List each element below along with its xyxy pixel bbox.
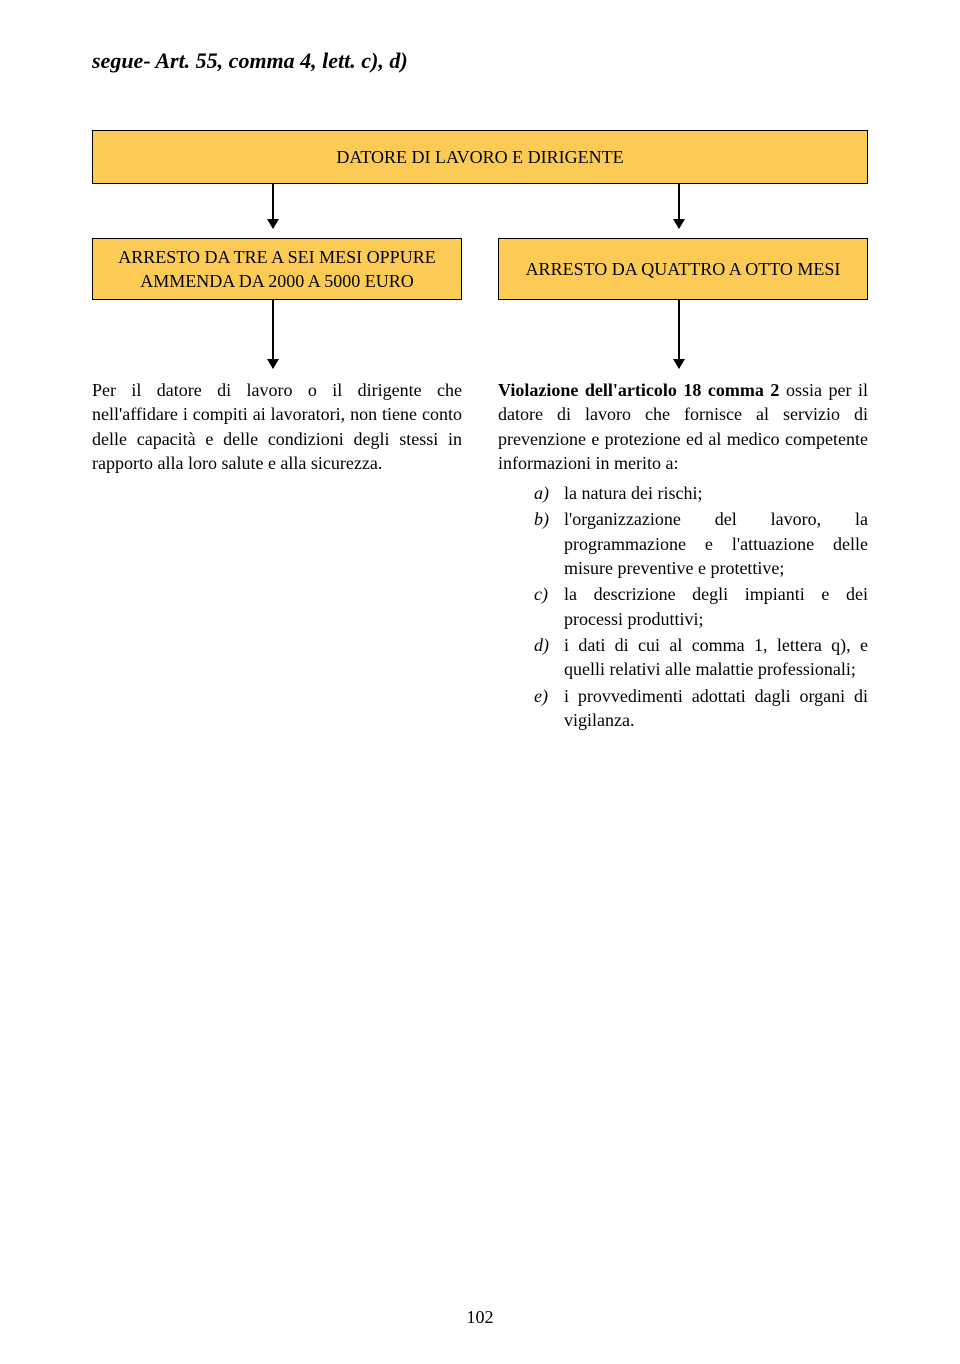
penalty-box-right: ARRESTO DA QUATTRO A OTTO MESI <box>498 238 868 300</box>
list-item-text: la descrizione degli impianti e dei proc… <box>564 582 868 631</box>
list-item-label: a) <box>534 481 564 505</box>
list-item-text: i dati di cui al comma 1, lettera q), e … <box>564 633 868 682</box>
arrow-down-left-2 <box>272 300 274 368</box>
list-item-label: d) <box>534 633 564 682</box>
left-desc-text: Per il datore di lavoro o il dirigente c… <box>92 378 462 475</box>
list-item: c)la descrizione degli impianti e dei pr… <box>534 582 868 631</box>
penalty-row: ARRESTO DA TRE A SEI MESI OPPURE AMMENDA… <box>92 238 868 300</box>
list-item: d)i dati di cui al comma 1, lettera q), … <box>534 633 868 682</box>
description-left: Per il datore di lavoro o il dirigente c… <box>92 378 462 734</box>
list-item: a)la natura dei rischi; <box>534 481 868 505</box>
list-item-text: l'organizzazione del lavoro, la programm… <box>564 507 868 580</box>
page-title: segue- Art. 55, comma 4, lett. c), d) <box>92 48 868 74</box>
arrow-down-left-1 <box>272 184 274 228</box>
list-item-label: b) <box>534 507 564 580</box>
description-right: Violazione dell'articolo 18 comma 2 ossi… <box>498 378 868 734</box>
header-box-text: DATORE DI LAVORO E DIRIGENTE <box>336 145 623 169</box>
penalty-left-line2: AMMENDA DA 2000 A 5000 EURO <box>118 269 435 293</box>
arrow-row-1 <box>92 184 868 238</box>
description-row: Per il datore di lavoro o il dirigente c… <box>92 378 868 734</box>
list-item-label: e) <box>534 684 564 733</box>
arrow-row-2 <box>92 300 868 378</box>
page-number: 102 <box>0 1307 960 1328</box>
penalty-right-text: ARRESTO DA QUATTRO A OTTO MESI <box>526 257 841 281</box>
list-item-text: i provvedimenti adottati dagli organi di… <box>564 684 868 733</box>
penalty-box-left: ARRESTO DA TRE A SEI MESI OPPURE AMMENDA… <box>92 238 462 300</box>
penalty-left-line1: ARRESTO DA TRE A SEI MESI OPPURE <box>118 245 435 269</box>
list-item: e)i provvedimenti adottati dagli organi … <box>534 684 868 733</box>
arrow-down-right-1 <box>678 184 680 228</box>
list-item: b)l'organizzazione del lavoro, la progra… <box>534 507 868 580</box>
right-intro-bold: Violazione dell'articolo 18 comma 2 <box>498 380 779 400</box>
list-item-label: c) <box>534 582 564 631</box>
right-list: a)la natura dei rischi;b)l'organizzazion… <box>498 481 868 732</box>
arrow-down-right-2 <box>678 300 680 368</box>
right-intro: Violazione dell'articolo 18 comma 2 ossi… <box>498 378 868 475</box>
list-item-text: la natura dei rischi; <box>564 481 868 505</box>
header-box: DATORE DI LAVORO E DIRIGENTE <box>92 130 868 184</box>
